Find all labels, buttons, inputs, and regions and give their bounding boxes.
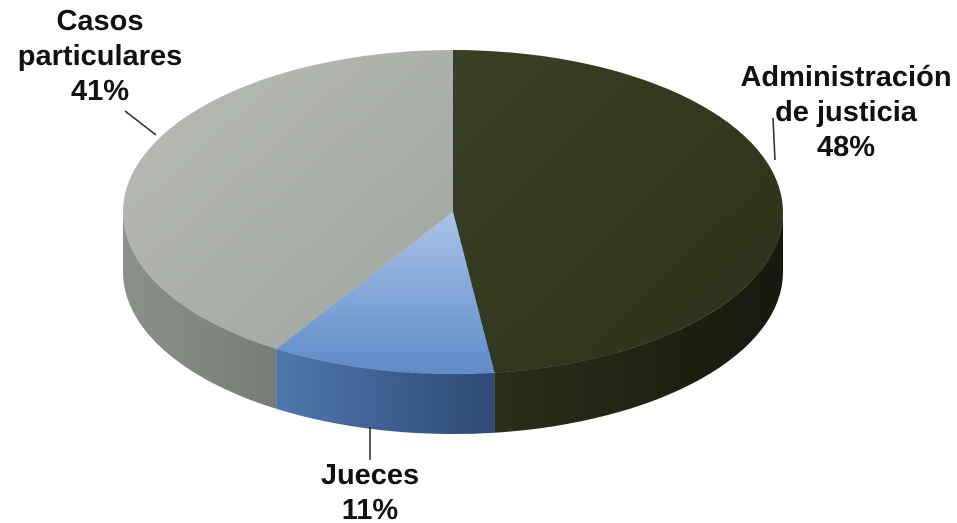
slice-label-0: Administración de justicia 48%	[740, 61, 951, 163]
slice-label-2: Casos particulares 41%	[18, 5, 182, 107]
slice-label-line-0-0: Administración	[740, 61, 951, 93]
slice-label-line-2-1: particulares	[18, 40, 182, 72]
slice-value-1: 11%	[342, 494, 399, 523]
slice-label-line-2-0: Casos	[56, 5, 143, 37]
pie-slice-side-2	[123, 212, 277, 409]
pie-slice-side-1	[276, 348, 495, 434]
leader-line-2	[124, 110, 157, 136]
pie-slice-side-0	[494, 212, 783, 433]
slice-label-line-0-1: de justicia	[775, 96, 918, 128]
slice-value-2: 41%	[71, 75, 129, 107]
pie-slice-1	[276, 212, 495, 374]
leader-line-0	[772, 117, 776, 161]
slice-value-0: 48%	[817, 131, 875, 163]
pie-slice-2	[123, 50, 453, 349]
pie-slice-0	[453, 50, 783, 373]
slice-label-1: Jueces 11%	[321, 459, 419, 523]
slice-label-line-1-0: Jueces	[321, 459, 419, 491]
